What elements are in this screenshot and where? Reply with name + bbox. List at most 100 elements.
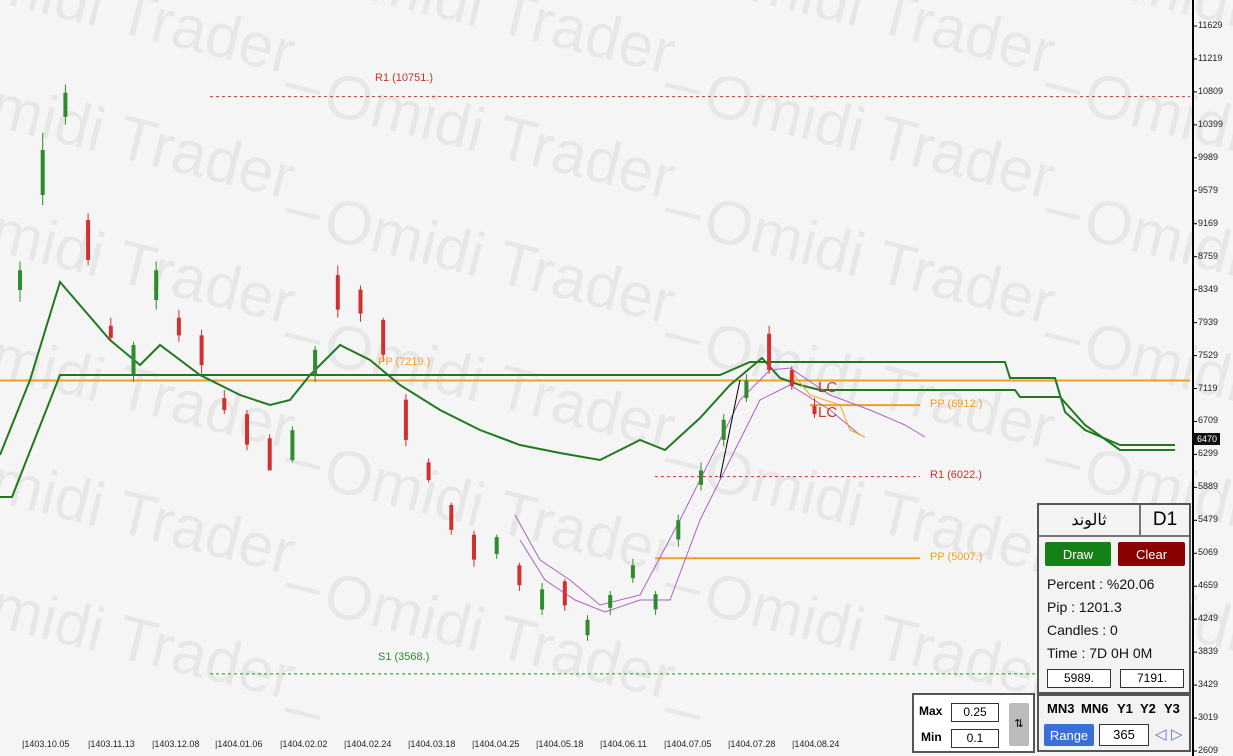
candle-body bbox=[767, 333, 772, 370]
y-tick-label: 7119 bbox=[1198, 382, 1218, 393]
x-tick-label: |1404.02.02 bbox=[280, 739, 328, 749]
time-stat: Time : 7D 0H 0M bbox=[1047, 645, 1153, 661]
sort-icon[interactable]: ⇅ bbox=[1009, 703, 1029, 746]
candle-body bbox=[108, 325, 113, 338]
draw-button[interactable]: Draw bbox=[1045, 542, 1111, 566]
from-price-field[interactable]: 5989. bbox=[1047, 669, 1111, 688]
max-min-panel: Max 0.25 Min 0.1 ⇅ bbox=[912, 693, 1035, 753]
candle-body bbox=[86, 220, 91, 260]
upper-band-line bbox=[514, 367, 926, 606]
level-label: PP (6912.) bbox=[930, 398, 983, 410]
lc-label: LC bbox=[818, 379, 838, 396]
x-tick-label: |1404.02.24 bbox=[344, 739, 392, 749]
y-tick-label: 8759 bbox=[1198, 250, 1219, 261]
y-tick-label: 10809 bbox=[1198, 85, 1224, 96]
next-arrow-icon[interactable]: ▷ bbox=[1171, 726, 1183, 743]
candle-body bbox=[744, 380, 749, 399]
level-label: R1 (10751.) bbox=[375, 72, 434, 84]
y-tick-label: 9989 bbox=[1198, 151, 1219, 162]
x-tick-label: |1404.03.18 bbox=[408, 739, 456, 749]
lc-label: LC bbox=[818, 404, 838, 421]
y-tick-label: 6299 bbox=[1198, 448, 1219, 459]
y-tick-label: 10399 bbox=[1198, 118, 1224, 129]
candle-body bbox=[131, 345, 136, 375]
tf-mn6[interactable]: MN6 bbox=[1081, 701, 1109, 716]
x-tick-label: |1404.08.24 bbox=[792, 739, 840, 749]
candle-body bbox=[789, 369, 794, 387]
y-tick-label: 7529 bbox=[1198, 349, 1219, 360]
x-tick-label: |1404.01.06 bbox=[215, 739, 263, 749]
y-tick-label: 11219 bbox=[1198, 52, 1223, 63]
y-tick-label: 2609 bbox=[1198, 745, 1219, 755]
candle-body bbox=[540, 589, 545, 610]
candle-body bbox=[517, 565, 522, 586]
y-tick-label: 3839 bbox=[1198, 646, 1219, 657]
y-tick-label: 6709 bbox=[1198, 415, 1219, 426]
tf-y2[interactable]: Y2 bbox=[1140, 701, 1156, 716]
candle-body bbox=[381, 320, 386, 355]
to-price-field[interactable]: 7191. bbox=[1120, 669, 1184, 688]
timeframe-panel: MN3 MN6 Y1 Y2 Y3 Range 365 ◁ ▷ bbox=[1037, 694, 1191, 752]
x-tick-label: |1403.12.08 bbox=[152, 739, 200, 749]
candle-body bbox=[267, 438, 272, 471]
x-tick-label: |1404.04.25 bbox=[472, 739, 520, 749]
candle-body bbox=[222, 398, 227, 411]
level-label: PP (7219.) bbox=[378, 356, 431, 368]
range-button[interactable]: Range bbox=[1044, 724, 1094, 746]
level-label: PP (5007.) bbox=[930, 551, 983, 563]
y-tick-label: 4659 bbox=[1198, 580, 1219, 591]
symbol-name: ثالوند bbox=[1039, 505, 1141, 535]
candles-stat: Candles : 0 bbox=[1047, 622, 1118, 638]
candle-body bbox=[313, 349, 318, 375]
candle-body bbox=[426, 462, 431, 481]
max-input[interactable]: 0.25 bbox=[951, 703, 999, 722]
prev-arrow-icon[interactable]: ◁ bbox=[1155, 726, 1167, 743]
y-tick-label: 5479 bbox=[1198, 514, 1219, 525]
trend-line bbox=[0, 361, 1175, 498]
tf-mn3[interactable]: MN3 bbox=[1047, 701, 1075, 716]
candle-body bbox=[653, 594, 658, 610]
max-label: Max bbox=[919, 704, 943, 718]
candle-body bbox=[812, 406, 817, 415]
candle-body bbox=[494, 537, 499, 554]
y-tick-label: 3019 bbox=[1198, 712, 1219, 723]
y-tick-label: 11629 bbox=[1198, 20, 1223, 30]
x-tick-label: |1404.07.28 bbox=[728, 739, 776, 749]
candle-body bbox=[40, 150, 45, 195]
range-input[interactable]: 365 bbox=[1099, 724, 1149, 746]
candle-body bbox=[154, 270, 159, 301]
y-tick-label: 8349 bbox=[1198, 283, 1219, 294]
y-tick-label: 7939 bbox=[1198, 316, 1219, 327]
tf-y3[interactable]: Y3 bbox=[1164, 701, 1180, 716]
candle-body bbox=[585, 619, 590, 636]
tf-y1[interactable]: Y1 bbox=[1117, 701, 1133, 716]
candle-body bbox=[676, 520, 681, 540]
min-label: Min bbox=[921, 730, 942, 744]
y-tick-label: 9169 bbox=[1198, 217, 1219, 228]
candle-body bbox=[699, 470, 703, 485]
orange-band-line bbox=[789, 369, 866, 438]
candle-body bbox=[449, 504, 454, 530]
y-tick-label: 4249 bbox=[1198, 613, 1219, 624]
x-tick-label: |1403.10.05 bbox=[22, 739, 70, 749]
candle-body bbox=[721, 419, 726, 440]
y-tick-label: 9579 bbox=[1198, 184, 1219, 195]
y-tick-label: 5889 bbox=[1198, 481, 1219, 492]
candle-body bbox=[472, 534, 476, 560]
x-tick-label: |1404.07.05 bbox=[664, 739, 712, 749]
candle-body bbox=[562, 581, 567, 606]
y-tick-label: 3429 bbox=[1198, 679, 1219, 690]
candle-body bbox=[245, 414, 249, 445]
lower-band-line bbox=[519, 384, 861, 613]
min-input[interactable]: 0.1 bbox=[951, 729, 999, 748]
clear-button[interactable]: Clear bbox=[1118, 542, 1185, 566]
timeframe-label[interactable]: D1 bbox=[1152, 509, 1178, 530]
candle-body bbox=[358, 289, 363, 314]
x-tick-label: |1404.06.11 bbox=[600, 739, 647, 749]
current-price-tag: 6470 bbox=[1194, 433, 1221, 445]
candle-body bbox=[199, 335, 204, 366]
candle-body bbox=[290, 430, 295, 460]
percent-stat: Percent : %20.06 bbox=[1047, 576, 1155, 592]
candle-body bbox=[18, 270, 22, 290]
